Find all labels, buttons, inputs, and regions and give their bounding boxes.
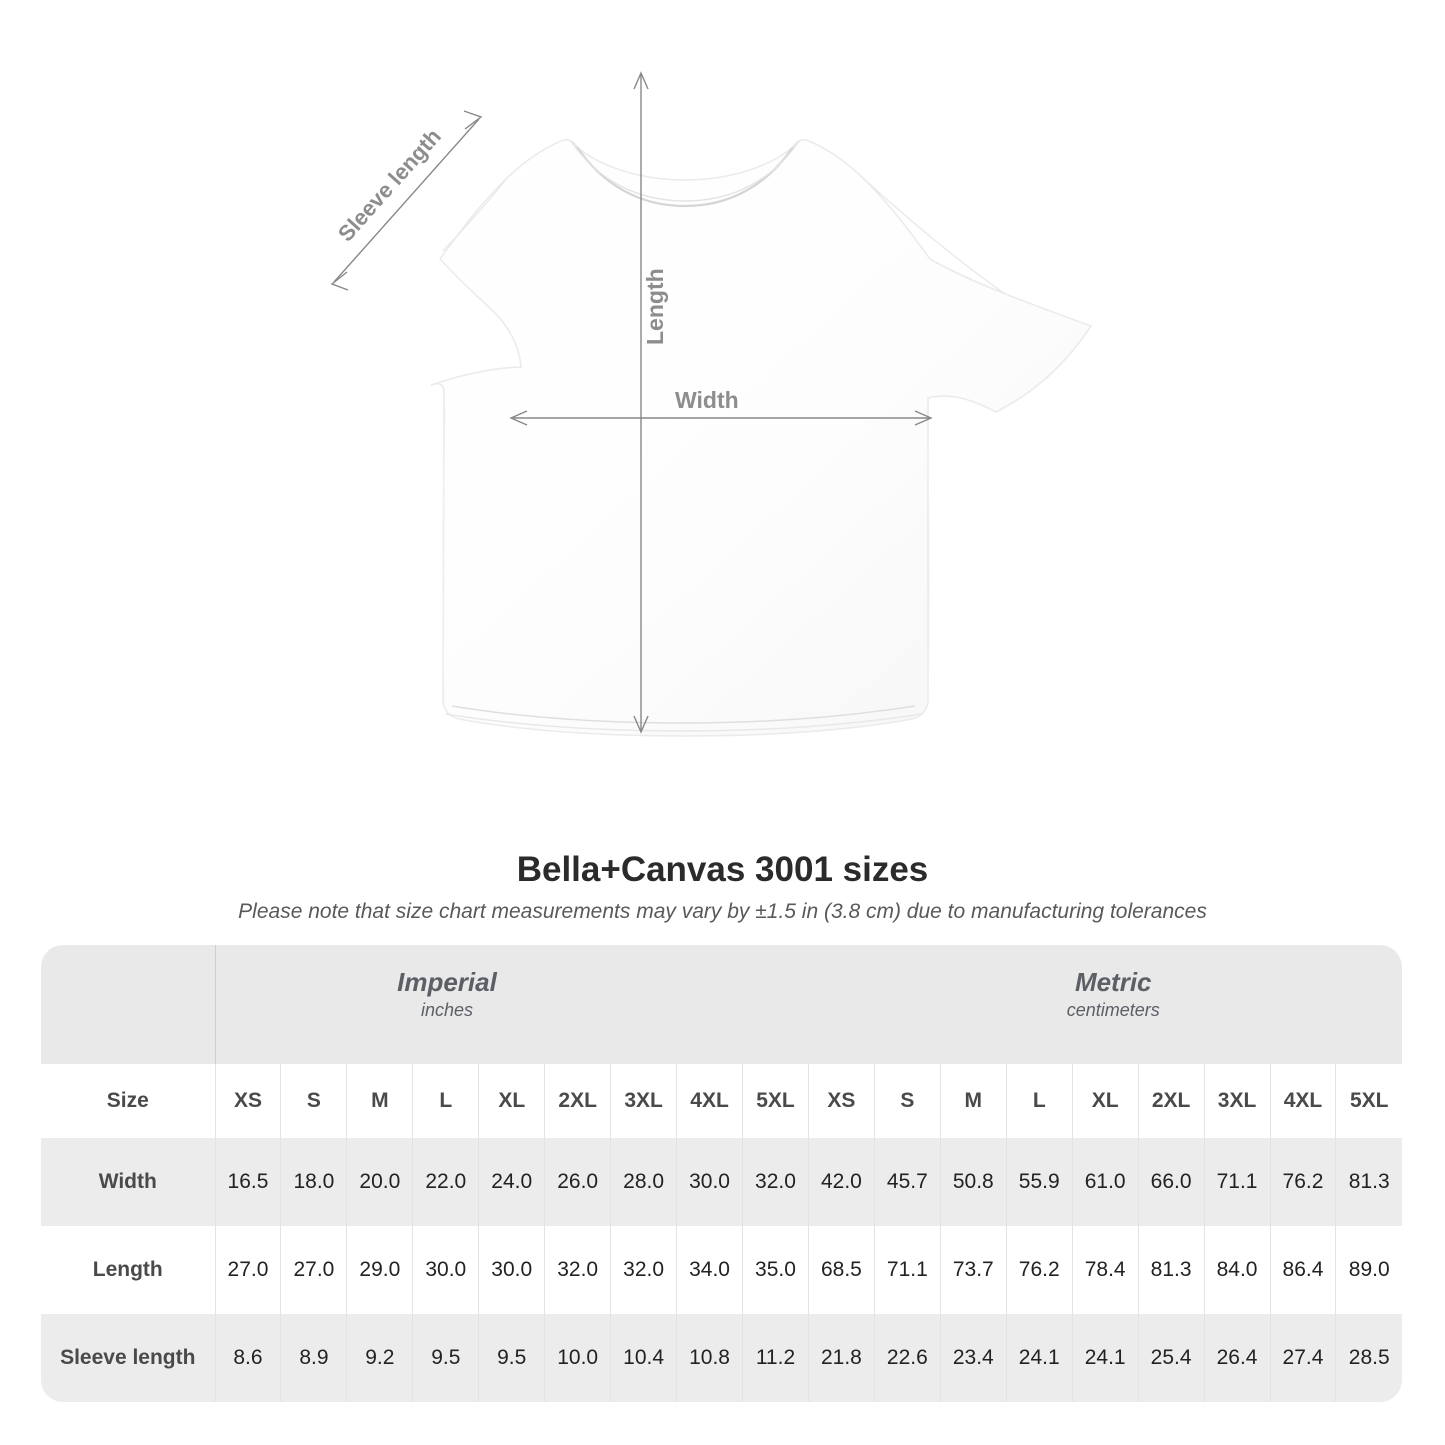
svg-text:Width: Width: [675, 387, 739, 413]
svg-text:Sleeve length: Sleeve length: [333, 124, 446, 247]
svg-text:Length: Length: [642, 268, 668, 345]
